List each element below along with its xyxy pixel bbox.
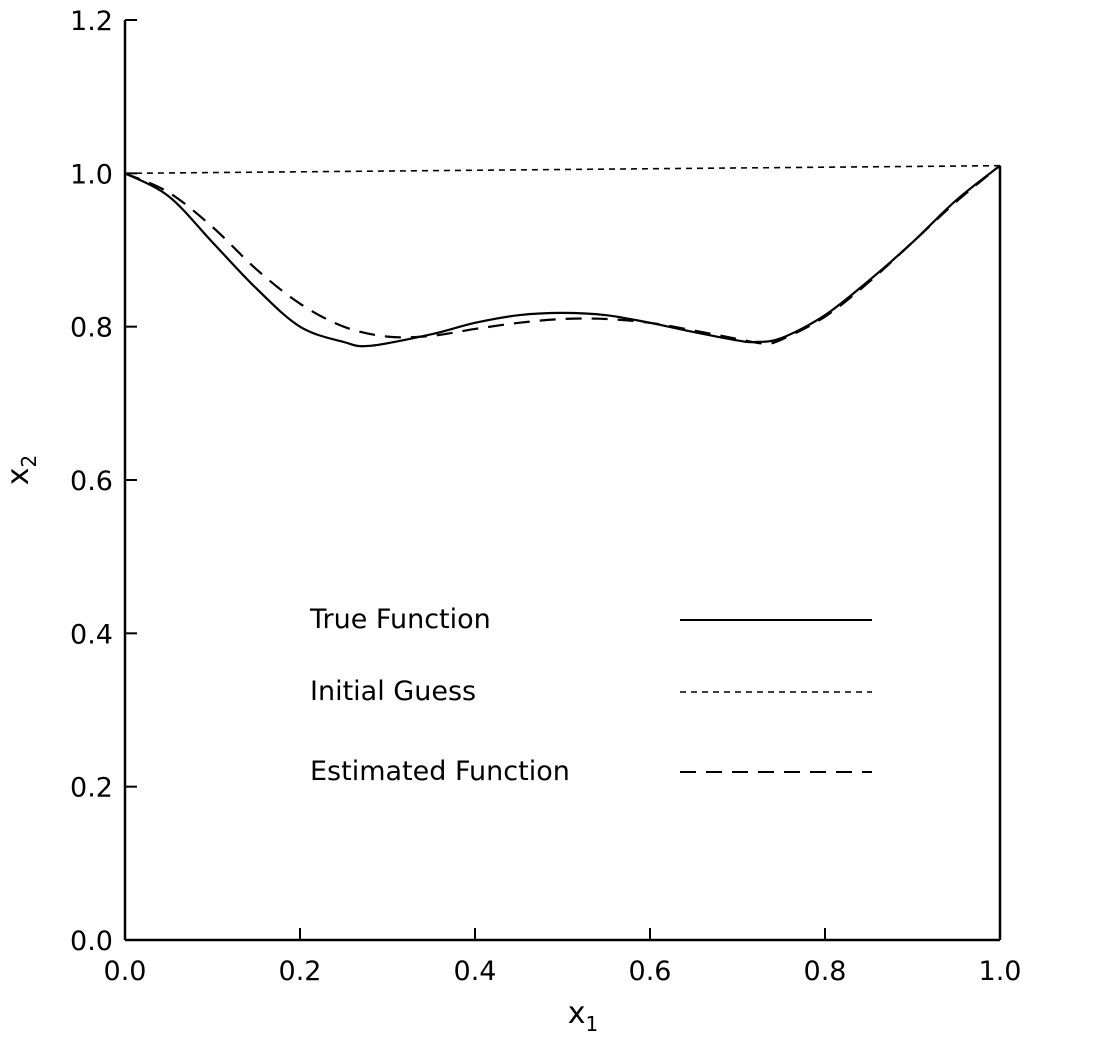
axes: 0.0 0.2 0.4 0.6 0.8 1.0 0.0 0.2 0.4 0.6 0.8 1.0 1.2	[70, 6, 1021, 987]
y-tick-label: 1.2	[70, 6, 113, 37]
x-tick-label: 0.8	[804, 956, 847, 987]
y-tick-label: 0.2	[70, 773, 113, 804]
x-tick-label: 0.2	[279, 956, 322, 987]
series-line-dashed	[124, 164, 1001, 345]
series-group	[124, 164, 1001, 348]
legend-label: Initial Guess	[310, 676, 476, 707]
axis-labels: x1 x2	[1, 455, 598, 1036]
y-tick-label: 0.8	[70, 313, 113, 344]
y-axis-label: x2	[1, 455, 41, 486]
y-tick-label: 0.6	[70, 466, 113, 497]
x-axis-label: x1	[568, 996, 599, 1036]
x-tick-label: 0.4	[454, 956, 497, 987]
y-tick-label: 0.0	[70, 926, 113, 957]
legend-label: Estimated Function	[310, 756, 570, 787]
x-tick-label: 0.0	[104, 956, 147, 987]
y-tick-label: 0.4	[70, 619, 113, 650]
legend: True Function Initial Guess Estimated Func…	[309, 604, 872, 787]
legend-label: True Function	[309, 604, 491, 635]
x-tick-label: 0.6	[629, 956, 672, 987]
y-tick-label: 1.0	[70, 159, 113, 190]
series-line-dotted	[124, 164, 1001, 175]
x-tick-label: 1.0	[979, 956, 1022, 987]
series-line-solid	[124, 164, 1001, 348]
